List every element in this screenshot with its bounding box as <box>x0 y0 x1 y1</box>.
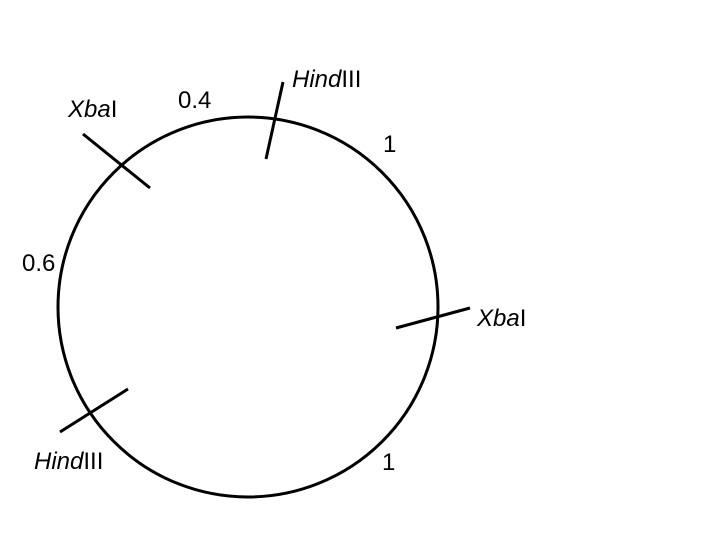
enzyme-name-italic: Xba <box>476 305 520 332</box>
plasmid-circle <box>56 115 440 499</box>
cut-mark-xbai-left <box>82 132 151 190</box>
distance-label-left-to-top: 0.4 <box>178 87 211 114</box>
cut-mark-hindiii-bottom <box>59 387 129 434</box>
enzyme-label-xbai-right: XbaI <box>476 305 526 332</box>
enzyme-label-hindiii-bottom: HindIII <box>34 448 103 475</box>
enzyme-name-roman: III <box>83 448 103 475</box>
distance-label-bottom-to-left: 0.6 <box>22 250 55 277</box>
enzyme-label-xbai-left: XbaI <box>67 96 117 123</box>
enzyme-name-roman: I <box>111 96 118 123</box>
distance-label-top-to-right: 1 <box>383 131 396 158</box>
enzyme-name-italic: Hind <box>292 66 342 93</box>
cut-mark-xbai-right <box>395 306 471 330</box>
enzyme-name-roman: I <box>520 305 527 332</box>
enzyme-name-italic: Hind <box>34 448 84 475</box>
enzyme-label-hindiii-top: HindIII <box>292 66 361 93</box>
distance-label-right-to-bottom: 1 <box>382 449 395 476</box>
enzyme-name-italic: Xba <box>67 96 111 123</box>
enzyme-name-roman: III <box>341 66 361 93</box>
cut-mark-hindiii-top <box>264 81 285 160</box>
